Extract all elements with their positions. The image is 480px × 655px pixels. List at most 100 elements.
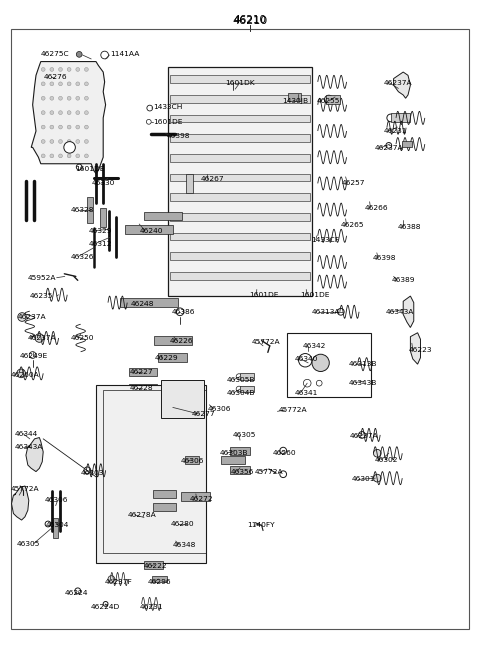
Bar [129, 384, 157, 392]
Circle shape [50, 140, 54, 143]
Circle shape [156, 519, 160, 523]
Text: 46329: 46329 [89, 227, 112, 234]
Circle shape [143, 453, 147, 457]
Circle shape [147, 105, 153, 111]
Circle shape [116, 470, 120, 474]
Circle shape [59, 67, 62, 71]
Bar [170, 115, 310, 122]
Circle shape [76, 154, 80, 158]
Circle shape [67, 96, 71, 100]
Text: 46237A: 46237A [374, 145, 403, 151]
Circle shape [103, 535, 107, 539]
Circle shape [373, 474, 381, 482]
Circle shape [299, 354, 312, 367]
Circle shape [197, 486, 201, 490]
Text: 46237A: 46237A [349, 433, 378, 440]
Circle shape [170, 120, 180, 129]
Circle shape [183, 437, 187, 441]
Bar [103, 390, 206, 553]
Circle shape [299, 199, 306, 207]
Bar [221, 456, 245, 464]
Text: 46306: 46306 [207, 405, 231, 412]
Text: 46272: 46272 [190, 496, 214, 502]
Text: 45772A: 45772A [254, 468, 283, 475]
Text: 1433CF: 1433CF [311, 236, 339, 243]
Bar [402, 141, 412, 147]
Circle shape [299, 101, 306, 109]
Bar [100, 208, 106, 227]
Circle shape [373, 449, 381, 457]
Text: 46228: 46228 [130, 384, 153, 391]
Circle shape [185, 238, 194, 247]
Circle shape [280, 471, 287, 477]
Circle shape [183, 535, 187, 539]
Text: 46222: 46222 [144, 563, 168, 569]
Circle shape [183, 453, 187, 457]
Circle shape [103, 601, 108, 607]
Circle shape [130, 535, 133, 539]
Circle shape [170, 519, 174, 523]
Circle shape [299, 160, 306, 168]
Circle shape [303, 379, 311, 387]
Circle shape [170, 198, 180, 208]
Circle shape [316, 381, 322, 386]
Circle shape [84, 140, 88, 143]
Text: 1433CH: 1433CH [154, 104, 183, 111]
Circle shape [116, 437, 120, 441]
Text: 46223: 46223 [409, 346, 432, 353]
Text: 46249E: 46249E [20, 353, 48, 360]
Circle shape [130, 437, 133, 441]
Circle shape [236, 374, 242, 379]
Text: 1141AA: 1141AA [110, 50, 140, 57]
Circle shape [299, 278, 306, 286]
Text: 46304: 46304 [46, 522, 70, 529]
Circle shape [59, 82, 62, 86]
Bar [144, 561, 163, 569]
Circle shape [50, 111, 54, 115]
Circle shape [41, 111, 45, 115]
Text: 46340: 46340 [295, 356, 318, 362]
Circle shape [18, 312, 26, 322]
Bar [152, 576, 167, 582]
Text: 46260: 46260 [273, 450, 296, 457]
Text: 46398: 46398 [167, 133, 191, 140]
Circle shape [84, 154, 88, 158]
Circle shape [76, 82, 80, 86]
Text: 1601DE: 1601DE [250, 291, 279, 298]
Text: 46240: 46240 [139, 227, 163, 234]
Circle shape [146, 119, 151, 124]
Circle shape [187, 400, 197, 409]
Circle shape [130, 502, 133, 506]
Circle shape [50, 125, 54, 129]
Bar [170, 193, 310, 201]
Text: 46304B: 46304B [227, 390, 255, 396]
Text: 46303B: 46303B [220, 450, 248, 457]
Text: 46231: 46231 [384, 128, 408, 134]
Circle shape [170, 486, 174, 490]
Circle shape [59, 140, 62, 143]
Text: 46231: 46231 [139, 603, 163, 610]
Circle shape [130, 519, 133, 523]
Text: 46341: 46341 [295, 390, 318, 396]
Text: 46237A: 46237A [17, 314, 46, 320]
Circle shape [299, 219, 306, 227]
Circle shape [17, 369, 25, 378]
Circle shape [59, 125, 62, 129]
Circle shape [299, 140, 306, 148]
Circle shape [41, 96, 45, 100]
Circle shape [324, 95, 333, 104]
Circle shape [280, 447, 287, 454]
Circle shape [130, 552, 133, 555]
Bar [170, 272, 310, 280]
Circle shape [29, 352, 36, 358]
Circle shape [299, 258, 306, 266]
Circle shape [116, 535, 120, 539]
Bar [87, 196, 93, 223]
Circle shape [185, 81, 194, 90]
Text: 46237F: 46237F [105, 578, 132, 585]
Circle shape [84, 67, 88, 71]
Text: 46229: 46229 [155, 354, 178, 361]
Circle shape [156, 486, 160, 490]
Circle shape [67, 82, 71, 86]
Circle shape [183, 404, 187, 408]
